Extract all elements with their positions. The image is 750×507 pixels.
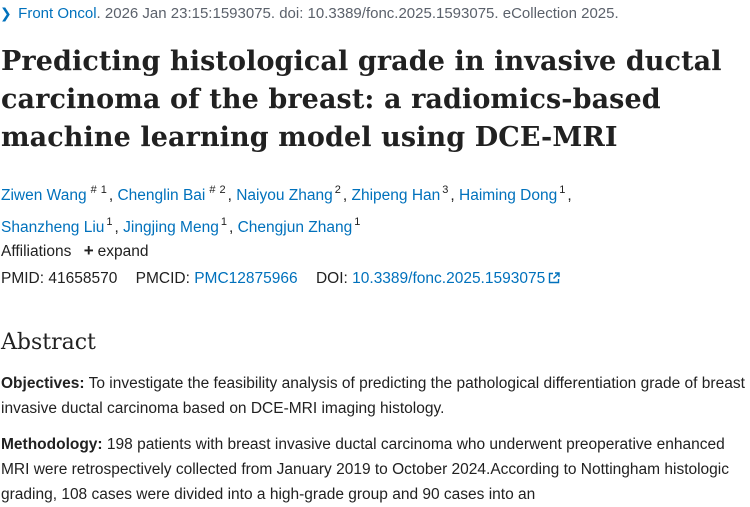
abstract-methodology: Methodology: 198 patients with breast in… bbox=[1, 432, 746, 507]
objectives-text: To investigate the feasibility analysis … bbox=[1, 375, 745, 417]
methodology-text: 198 patients with breast invasive ductal… bbox=[1, 436, 729, 503]
affiliation-ref[interactable]: 2 bbox=[334, 184, 341, 196]
author-separator: , bbox=[227, 187, 237, 204]
citation-details: . 2026 Jan 23:15:1593075. doi: 10.3389/f… bbox=[96, 5, 619, 22]
affiliation-ref[interactable]: 1 bbox=[220, 216, 227, 228]
journal-link[interactable]: Front Oncol bbox=[18, 5, 97, 22]
external-link-icon bbox=[548, 269, 560, 291]
affiliation-ref[interactable]: 1 bbox=[106, 216, 113, 228]
author-link[interactable]: Ziwen Wang bbox=[1, 187, 87, 204]
author-separator: , bbox=[114, 219, 124, 236]
affiliations-expand-button[interactable]: + expand bbox=[83, 241, 149, 260]
doi-label: DOI: bbox=[315, 270, 348, 287]
identifiers-row: PMID: 41658570 PMCID: PMC12875966 DOI: 1… bbox=[1, 268, 560, 291]
affiliations-row: Affiliations + expand bbox=[1, 240, 148, 263]
methodology-label: Methodology: bbox=[1, 436, 103, 453]
affiliation-ref[interactable]: 1 bbox=[100, 184, 107, 196]
affiliation-ref[interactable]: 2 bbox=[219, 184, 226, 196]
plus-icon: + bbox=[83, 241, 94, 260]
equal-contribution-mark[interactable]: # bbox=[209, 184, 216, 196]
pmid-label: PMID: bbox=[1, 270, 45, 287]
author-link[interactable]: Chenglin Bai bbox=[117, 187, 206, 204]
author-separator: , bbox=[450, 187, 460, 204]
pmcid-link[interactable]: PMC12875966 bbox=[194, 270, 298, 287]
affiliation-ref[interactable]: 1 bbox=[559, 184, 566, 196]
article-title: Predicting histological grade in invasiv… bbox=[1, 46, 722, 153]
expand-label: expand bbox=[97, 243, 149, 260]
author-link[interactable]: Shanzheng Liu bbox=[1, 219, 105, 236]
author-link[interactable]: Haiming Dong bbox=[459, 187, 558, 204]
author-separator: , bbox=[342, 187, 352, 204]
doi-link[interactable]: 10.3389/fonc.2025.1593075 bbox=[352, 270, 560, 287]
author-separator: , bbox=[228, 219, 238, 236]
author-link[interactable]: Naiyou Zhang bbox=[236, 187, 333, 204]
author-separator: , bbox=[108, 187, 118, 204]
affiliations-label: Affiliations bbox=[1, 243, 72, 260]
author-link[interactable]: Zhipeng Han bbox=[351, 187, 441, 204]
citation-line: ❯ Front Oncol. 2026 Jan 23:15:1593075. d… bbox=[0, 3, 750, 24]
author-link[interactable]: Jingjing Meng bbox=[123, 219, 219, 236]
author-link[interactable]: Chengjun Zhang bbox=[237, 219, 353, 236]
chevron-right-icon[interactable]: ❯ bbox=[0, 5, 12, 21]
pmid-value: 41658570 bbox=[48, 270, 118, 287]
doi-value: 10.3389/fonc.2025.1593075 bbox=[352, 270, 546, 287]
affiliation-ref[interactable]: 1 bbox=[354, 216, 361, 228]
objectives-label: Objectives: bbox=[1, 375, 85, 392]
equal-contribution-mark[interactable]: # bbox=[90, 184, 97, 196]
abstract-objectives: Objectives: To investigate the feasibili… bbox=[1, 371, 746, 421]
pmcid-label: PMCID: bbox=[135, 270, 190, 287]
affiliation-ref[interactable]: 3 bbox=[442, 184, 449, 196]
abstract-heading: Abstract bbox=[1, 330, 96, 355]
author-list: Ziwen Wang #1, Chenglin Bai #2, Naiyou Zha… bbox=[1, 177, 746, 241]
author-separator: , bbox=[567, 187, 572, 204]
